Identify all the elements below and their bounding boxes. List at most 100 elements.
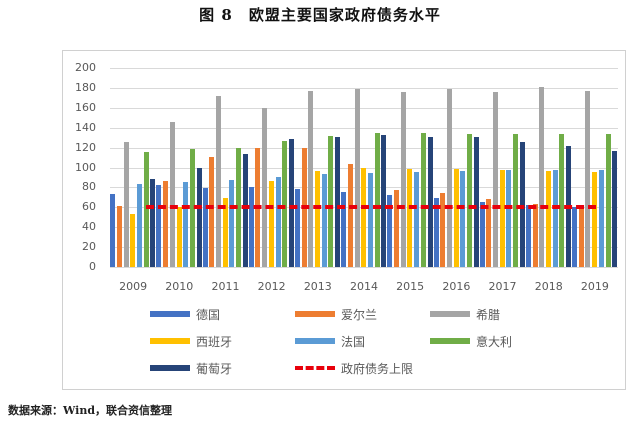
bar-germany [294, 189, 300, 267]
bar-spain [222, 198, 228, 267]
x-tick-label: 2019 [580, 280, 609, 293]
bar-ireland [532, 204, 538, 267]
bar-greece [216, 95, 221, 267]
bar-greece [169, 121, 175, 267]
portugal-swatch-icon [150, 365, 190, 371]
legend-label: 政府债务上限 [341, 361, 414, 376]
greece-swatch-icon [430, 311, 470, 317]
bar-spain [592, 172, 598, 267]
bar-france [229, 180, 235, 267]
bar-ireland [209, 156, 215, 267]
debt-limit-line [146, 205, 596, 210]
bar-germany [110, 194, 116, 267]
bar-france [183, 182, 189, 267]
bar-spain [499, 169, 505, 267]
bar-spain [130, 214, 136, 267]
legend-label: 希腊 [476, 307, 501, 322]
bar-italy [143, 151, 149, 267]
bar-italy [420, 132, 426, 267]
bar-ireland [394, 190, 400, 267]
bar-france [414, 172, 420, 267]
dashed-line-icon [295, 366, 335, 370]
bar-italy [374, 132, 380, 267]
x-tick-label: 2010 [165, 280, 194, 293]
bar-germany [572, 207, 578, 267]
legend: 德国 爱尔兰 希腊 西班牙 法国 意大利 葡萄牙 政府债务上限 [150, 306, 570, 376]
bar-ireland [116, 206, 122, 267]
bar-spain [176, 207, 182, 267]
bar-france [460, 170, 466, 267]
bar-portugal [242, 153, 248, 267]
x-tick-label: 2016 [442, 280, 471, 293]
bar-portugal [519, 141, 525, 267]
germany-swatch-icon [150, 311, 190, 317]
y-tick-label: 100 [75, 160, 96, 174]
legend-item-france: 法国 [295, 333, 365, 349]
gridline [110, 267, 618, 268]
bar-spain [268, 181, 274, 267]
y-tick-label: 140 [75, 120, 96, 134]
bar-germany [202, 188, 208, 267]
x-tick-label: 2017 [488, 280, 517, 293]
bar-germany [525, 205, 531, 267]
bar-italy [282, 140, 288, 267]
bar-france [321, 174, 327, 267]
bar-ireland [163, 181, 169, 267]
y-tick-label: 160 [75, 100, 96, 114]
bar-greece [354, 88, 360, 267]
x-tick-label: 2015 [396, 280, 425, 293]
bar-spain [361, 167, 367, 267]
bar-france [367, 173, 373, 267]
bar-france [506, 169, 512, 267]
legend-item-spain: 西班牙 [150, 333, 232, 349]
bar-portugal [288, 138, 294, 267]
gridline [110, 127, 618, 129]
france-swatch-icon [295, 338, 335, 344]
x-tick-label: 2014 [350, 280, 378, 293]
y-tick-label: 180 [75, 80, 96, 94]
bar-portugal [381, 134, 387, 267]
bar-italy [605, 133, 611, 267]
bar-italy [559, 133, 565, 267]
legend-item-ireland: 爱尔兰 [295, 306, 377, 322]
legend-label: 葡萄牙 [196, 361, 233, 376]
chart-frame [62, 50, 626, 390]
figure-title: 图 8 欧盟主要国家政府债务水平 [199, 6, 441, 24]
bar-portugal [335, 136, 341, 267]
gridline [110, 68, 618, 69]
bar-greece [308, 90, 314, 267]
bar-greece [446, 88, 452, 267]
legend-item-debt-limit: 政府债务上限 [295, 360, 413, 376]
bar-germany [248, 187, 254, 267]
legend-label: 德国 [196, 307, 221, 322]
bar-ireland [440, 193, 446, 267]
gridline [110, 147, 618, 149]
x-tick-label: 2018 [534, 280, 563, 293]
legend-item-greece: 希腊 [430, 306, 500, 322]
gridline [110, 107, 618, 109]
bar-portugal [150, 179, 156, 267]
y-tick-label: 200 [75, 61, 96, 74]
y-tick-label: 120 [75, 140, 96, 154]
bar-france [137, 184, 143, 267]
bar-spain [407, 168, 413, 267]
legend-item-germany: 德国 [150, 306, 220, 322]
bar-spain [315, 171, 321, 267]
bar-greece [539, 86, 545, 267]
bar-germany [479, 202, 485, 267]
bar-france [598, 169, 604, 267]
y-tick-label: 20 [82, 240, 96, 254]
bar-greece [262, 107, 268, 267]
bar-germany [341, 192, 347, 267]
legend-label: 法国 [341, 334, 366, 349]
bar-portugal [473, 136, 479, 267]
bar-greece [400, 91, 406, 267]
legend-item-portugal: 葡萄牙 [150, 360, 232, 376]
legend-label: 爱尔兰 [341, 307, 378, 322]
spain-swatch-icon [150, 338, 190, 344]
y-tick-label: 0 [89, 260, 96, 273]
bar-italy [328, 135, 334, 267]
x-tick-label: 2012 [257, 280, 286, 293]
legend-label: 西班牙 [196, 334, 233, 349]
bar-greece [585, 90, 591, 267]
